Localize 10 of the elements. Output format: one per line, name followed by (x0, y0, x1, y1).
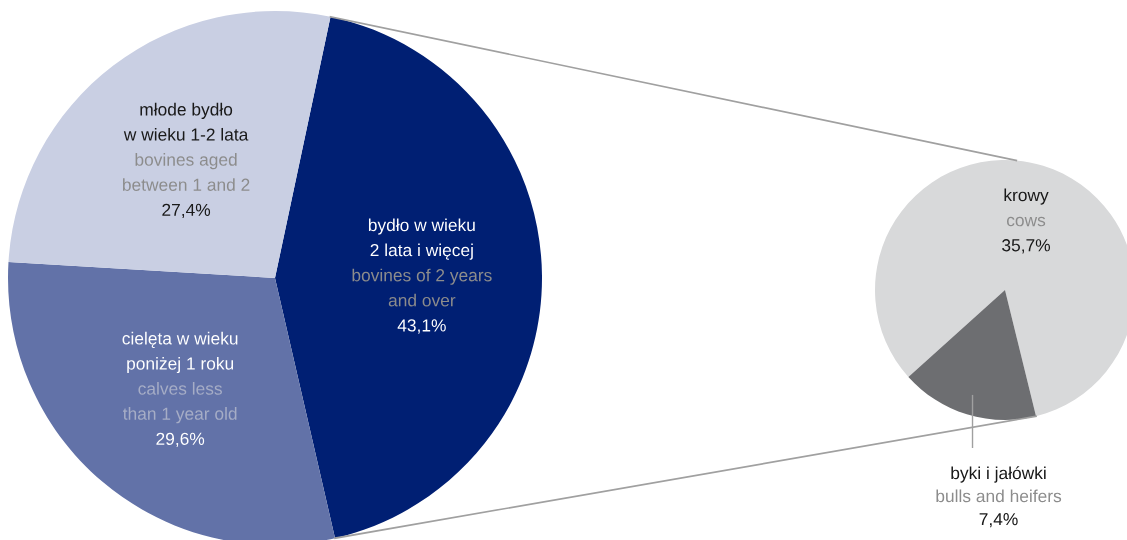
slice-label: bydło w wieku 2 lata i więcej bovines of 2 years and over (352, 218, 492, 307)
data-label: 29,6% (156, 432, 205, 448)
slice-label: młode bydło w wieku 1-2 lata bovines aged between 1 and 2 (123, 102, 250, 191)
data-label: 35,7% (1002, 239, 1051, 254)
data-label: 43,1% (397, 319, 446, 334)
slice-label: byki i jałówki bulls and heifers (936, 466, 1062, 503)
slice-label: cielęta w wieku poniżej 1 roku calves less than 1 year old (122, 331, 238, 424)
data-label: 27,4% (162, 203, 211, 219)
slice-label: krowy cows (1004, 188, 1049, 227)
data-label: 7,4% (979, 513, 1018, 528)
